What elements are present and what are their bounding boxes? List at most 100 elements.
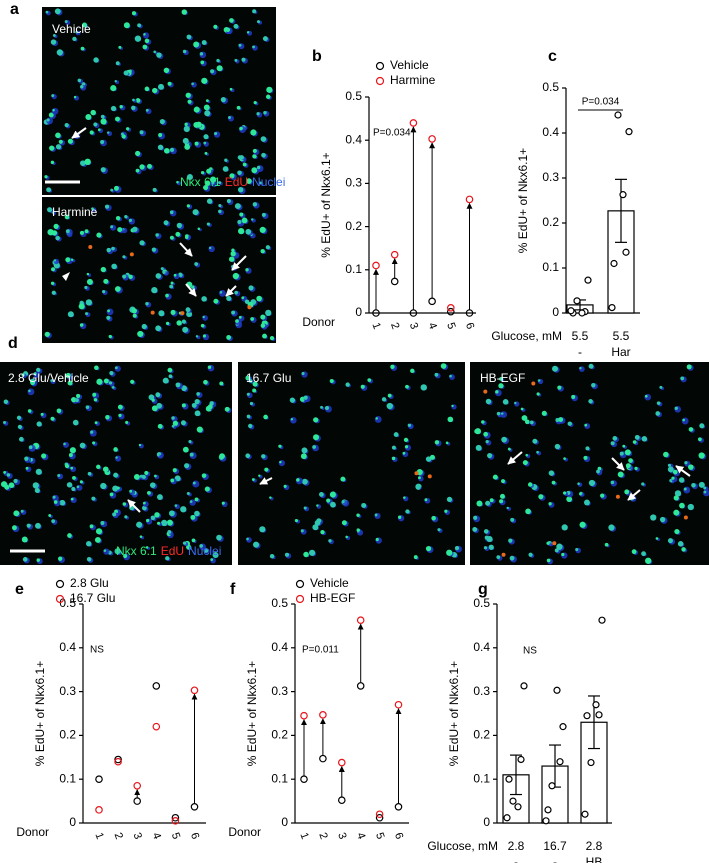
- cell: [102, 290, 106, 294]
- cell: [92, 441, 96, 445]
- cell: [184, 122, 188, 126]
- cell: [118, 45, 122, 49]
- cell: [153, 50, 156, 54]
- cell: [184, 235, 189, 240]
- y-tick-label: 0.1: [271, 771, 288, 785]
- micrograph: [238, 362, 465, 565]
- cell: [13, 510, 20, 517]
- cell: [50, 39, 57, 45]
- cell: [256, 20, 261, 24]
- cell: [552, 365, 559, 372]
- cell: [79, 442, 86, 449]
- nucleus: [374, 416, 382, 423]
- cell: [472, 527, 478, 532]
- stain-label: Nkx 6.1: [180, 175, 221, 189]
- data-point: [503, 814, 511, 822]
- cell: [49, 145, 55, 151]
- cell: [260, 248, 265, 254]
- cell: [72, 36, 77, 42]
- cell: [201, 77, 208, 84]
- cell: [242, 162, 247, 167]
- cell: [109, 371, 114, 376]
- cell: [97, 128, 101, 132]
- cell: [86, 278, 93, 285]
- cell: [683, 487, 687, 491]
- cell: [111, 385, 115, 389]
- cell: [190, 514, 196, 520]
- cell: [156, 52, 162, 58]
- cell: [588, 363, 594, 369]
- cell: [96, 378, 103, 385]
- legend-label: Harmine: [390, 73, 436, 87]
- data-point: [608, 304, 616, 312]
- cell: [374, 513, 378, 517]
- cell: [253, 100, 257, 105]
- edu-cell: [615, 494, 620, 499]
- cell: [381, 397, 387, 402]
- cell: [265, 245, 271, 250]
- cell: [44, 331, 50, 337]
- cell: [656, 401, 661, 405]
- cell: [259, 181, 262, 185]
- panel-letter: g: [478, 581, 488, 598]
- cell: [252, 381, 258, 387]
- cell: [75, 30, 78, 34]
- cell: [106, 315, 111, 320]
- cell: [3, 471, 7, 474]
- cell: [151, 286, 158, 294]
- cell: [70, 258, 74, 261]
- cell: [269, 336, 275, 341]
- cell: [235, 319, 239, 323]
- legend-marker: [55, 594, 65, 604]
- cell: [28, 445, 33, 450]
- cell: [110, 225, 114, 229]
- cell: [244, 299, 250, 304]
- stain-label: Nuclei: [188, 544, 221, 558]
- data-point: [300, 775, 308, 784]
- cell: [64, 20, 68, 23]
- cell: [404, 445, 409, 449]
- cell: [161, 519, 168, 527]
- image-label: Vehicle: [52, 22, 91, 36]
- cell: [261, 454, 266, 459]
- cell: [59, 499, 66, 506]
- stain-label: EdU: [225, 175, 248, 189]
- cell: [185, 92, 191, 98]
- cell: [650, 514, 657, 521]
- cell: [163, 271, 166, 274]
- cell: [393, 432, 399, 438]
- panel-letter: a: [10, 1, 19, 18]
- cell: [85, 299, 93, 306]
- cell: [134, 35, 142, 42]
- cell: [641, 551, 646, 557]
- cell: [36, 367, 41, 373]
- cell: [159, 118, 165, 125]
- cell: [501, 412, 504, 415]
- data-point: [95, 775, 103, 784]
- cell: [246, 31, 250, 34]
- cell: [103, 378, 109, 384]
- cell: [524, 419, 530, 425]
- cell: [502, 399, 509, 405]
- cell: [86, 272, 90, 276]
- cell: [220, 97, 226, 103]
- cell: [681, 547, 686, 552]
- annotation: P=0.034: [582, 97, 620, 108]
- cell: [201, 296, 207, 302]
- cell: [226, 199, 231, 204]
- y-tick-label: 0.3: [345, 176, 362, 190]
- data-point: [300, 711, 308, 720]
- cell: [246, 414, 251, 419]
- cell: [699, 423, 705, 429]
- data-point: [319, 754, 327, 763]
- cell: [52, 109, 55, 112]
- cell: [34, 487, 40, 494]
- cell: [229, 87, 233, 91]
- cell: [107, 309, 110, 313]
- x-axis-label: Donor: [16, 825, 49, 839]
- cell: [266, 86, 273, 93]
- cell: [250, 218, 254, 221]
- data-point: [514, 803, 522, 811]
- cell: [483, 431, 489, 437]
- cell: [454, 545, 460, 551]
